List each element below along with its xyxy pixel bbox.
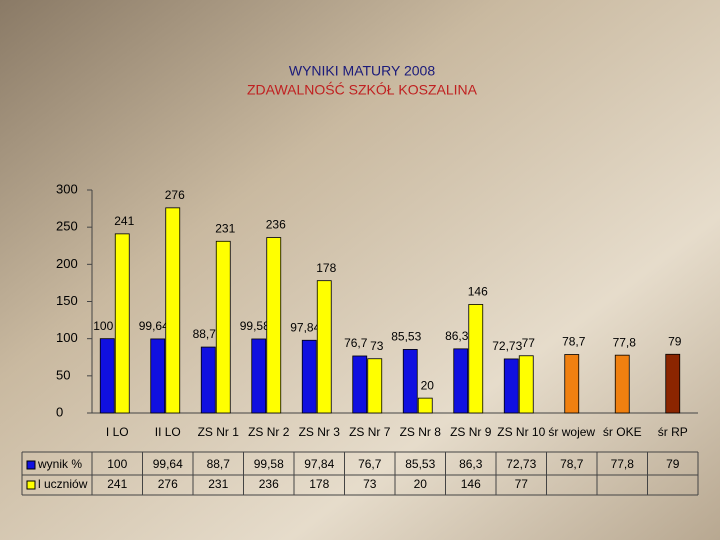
table-cell: 77: [515, 477, 529, 491]
x-tick-label: śr wojew: [548, 425, 595, 439]
data-label: 73: [370, 339, 384, 353]
y-tick-label: 100: [56, 330, 78, 345]
bar: [266, 237, 282, 414]
bar: [367, 358, 383, 414]
y-tick-label: 50: [56, 367, 70, 382]
table-cell: 97,84: [304, 457, 334, 471]
x-tick-label: śr OKE: [603, 425, 642, 439]
table-cell: 77,8: [611, 457, 635, 471]
bar: [316, 280, 332, 414]
table-cell: 231: [208, 477, 228, 491]
bar: [251, 338, 267, 414]
bar: [352, 355, 368, 414]
bar: [114, 233, 130, 414]
y-tick-label: 200: [56, 256, 78, 271]
y-tick-label: 250: [56, 219, 78, 234]
table-cell: 178: [309, 477, 329, 491]
legend-label: l uczniów: [38, 477, 88, 491]
table-cell: 79: [666, 457, 680, 471]
x-tick-label: ZS Nr 10: [497, 425, 545, 439]
data-label: 85,53: [391, 330, 421, 344]
bar: [417, 397, 433, 414]
legend-swatch: [26, 480, 36, 490]
data-label: 146: [468, 285, 488, 299]
table-cell: 78,7: [560, 457, 584, 471]
table-cell: 99,64: [153, 457, 183, 471]
chart-subtitle: ZDAWALNOŚĆ SZKÓŁ KOSZALINA: [247, 81, 478, 98]
data-label: 236: [266, 218, 286, 232]
bar: [503, 358, 519, 414]
y-tick-label: 300: [56, 181, 78, 196]
data-label: 78,7: [562, 335, 586, 349]
table-cell: 72,73: [506, 457, 536, 471]
bar: [200, 346, 216, 414]
x-tick-label: ZS Nr 2: [248, 425, 290, 439]
data-label: 99,58: [240, 319, 270, 333]
data-label: 77: [522, 336, 536, 350]
bar: [453, 348, 469, 414]
data-label: 76,7: [344, 336, 368, 350]
bar: [150, 338, 166, 414]
data-label: 20: [421, 378, 435, 392]
data-label: 100: [93, 319, 113, 333]
x-tick-label: śr RP: [658, 425, 688, 439]
data-label: 77,8: [613, 335, 637, 349]
x-tick-label: ZS Nr 7: [349, 425, 391, 439]
legend-swatch: [26, 460, 36, 470]
bar: [468, 304, 484, 414]
bar: [301, 339, 317, 414]
x-tick-label: ZS Nr 9: [450, 425, 492, 439]
chart-title: WYNIKI MATURY 2008: [289, 63, 435, 79]
data-label: 241: [114, 214, 134, 228]
table-cell: 20: [414, 477, 428, 491]
table-cell: 99,58: [254, 457, 284, 471]
x-tick-label: ZS Nr 1: [198, 425, 240, 439]
data-label: 86,3: [445, 329, 469, 343]
data-label: 276: [165, 188, 185, 202]
x-tick-label: I LO: [106, 425, 129, 439]
table-cell: 241: [107, 477, 127, 491]
bar: [518, 355, 534, 414]
table-cell: 146: [461, 477, 481, 491]
table-cell: 88,7: [207, 457, 231, 471]
table-cell: 100: [107, 457, 127, 471]
table-cell: 76,7: [358, 457, 382, 471]
bar: [99, 338, 115, 414]
bar: [165, 207, 181, 414]
legend-label: wynik %: [37, 457, 82, 471]
y-tick-label: 0: [56, 404, 63, 419]
table-cell: 236: [259, 477, 279, 491]
x-tick-label: ZS Nr 3: [299, 425, 341, 439]
data-label: 97,84: [290, 320, 320, 334]
bar: [614, 354, 630, 414]
data-label: 88,7: [193, 327, 217, 341]
x-tick-label: ZS Nr 8: [400, 425, 442, 439]
bar: [564, 354, 580, 414]
data-label: 79: [668, 334, 682, 348]
x-tick-label: II LO: [155, 425, 181, 439]
data-label: 72,73: [492, 339, 522, 353]
bar: [215, 240, 231, 414]
bar: [665, 353, 681, 414]
table-cell: 73: [363, 477, 377, 491]
table-cell: 276: [158, 477, 178, 491]
table-cell: 86,3: [459, 457, 483, 471]
data-label: 99,64: [139, 319, 169, 333]
data-label: 231: [215, 221, 235, 235]
bar: [402, 349, 418, 414]
y-tick-label: 150: [56, 293, 78, 308]
table-cell: 85,53: [405, 457, 435, 471]
data-label: 178: [316, 261, 336, 275]
